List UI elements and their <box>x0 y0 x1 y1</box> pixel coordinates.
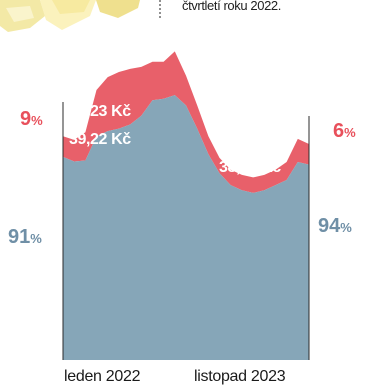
value-label-start-total: 43,23 Kč <box>69 103 131 120</box>
share-left-bottom: 91% <box>8 226 42 248</box>
x-label-start: leden 2022 <box>64 368 141 385</box>
annotation-text: čtvrtletí roku 2022. <box>182 0 281 13</box>
share-left-top: 9% <box>20 108 43 130</box>
area-series-top <box>63 51 309 193</box>
area-layers <box>63 51 309 360</box>
value-label-end-base: 38,84 Kč <box>219 159 281 176</box>
value-label-start-base: 39,22 Kč <box>69 131 131 148</box>
value-label-end-total: 41,27 Kč <box>231 131 293 148</box>
x-label-end: listopad 2023 <box>194 368 286 385</box>
share-right-top: 6% <box>333 120 356 142</box>
cheese-illustration <box>0 0 140 32</box>
area-series-base <box>63 95 309 360</box>
share-right-bottom: 94% <box>318 215 352 237</box>
